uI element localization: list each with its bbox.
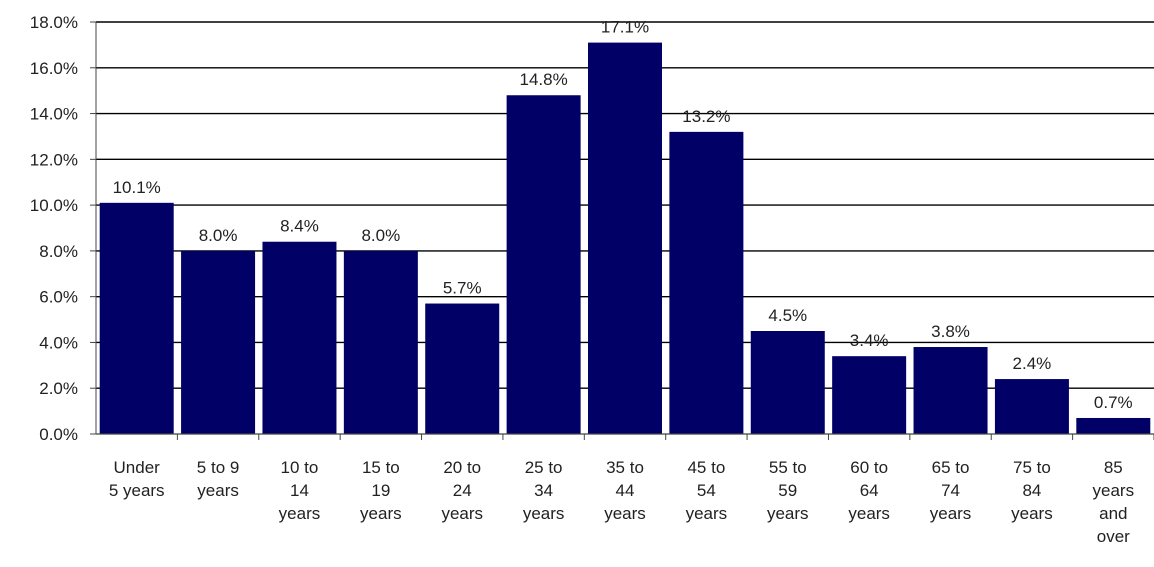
data-label: 4.5% — [768, 306, 807, 325]
bar — [343, 250, 418, 434]
x-category-label: years — [1093, 481, 1135, 500]
x-category-label: 74 — [941, 481, 960, 500]
y-tick-label: 18.0% — [30, 13, 78, 32]
bar — [506, 95, 581, 434]
x-category-label: 19 — [371, 481, 390, 500]
x-category-label: 84 — [1022, 481, 1041, 500]
bar — [262, 241, 337, 434]
y-tick-label: 2.0% — [39, 379, 78, 398]
data-label: 8.4% — [280, 217, 319, 236]
x-category-label: years — [441, 504, 483, 523]
data-label: 5.7% — [443, 279, 482, 298]
x-category-label: Under — [114, 458, 161, 477]
data-label: 3.8% — [931, 322, 970, 341]
x-category-label: years — [360, 504, 402, 523]
x-category-label: 25 to — [525, 458, 563, 477]
y-tick-label: 14.0% — [30, 105, 78, 124]
x-category-label: 60 to — [850, 458, 888, 477]
bar — [99, 202, 174, 434]
x-category-label: years — [1011, 504, 1053, 523]
bar — [994, 379, 1069, 434]
x-category-label: 5 years — [109, 481, 165, 500]
x-category-label: 85 — [1104, 458, 1123, 477]
data-label: 13.2% — [682, 107, 730, 126]
y-tick-label: 16.0% — [30, 59, 78, 78]
bar — [669, 131, 744, 434]
x-category-label: 45 to — [687, 458, 725, 477]
x-category-label: over — [1097, 527, 1130, 546]
bar — [832, 356, 907, 434]
x-category-label: 75 to — [1013, 458, 1051, 477]
x-category-label: years — [604, 504, 646, 523]
x-category-label: 14 — [290, 481, 309, 500]
x-category-label: 44 — [616, 481, 635, 500]
data-label: 0.7% — [1094, 393, 1133, 412]
x-category-label: 64 — [860, 481, 879, 500]
x-category-label: years — [930, 504, 972, 523]
y-tick-label: 6.0% — [39, 288, 78, 307]
x-category-label: 20 to — [443, 458, 481, 477]
y-tick-label: 4.0% — [39, 333, 78, 352]
x-category-label: years — [197, 481, 239, 500]
x-category-label: years — [686, 504, 728, 523]
bar — [1076, 417, 1151, 434]
x-category-label: 24 — [453, 481, 472, 500]
data-label: 3.4% — [850, 331, 889, 350]
data-label: 10.1% — [113, 178, 161, 197]
x-category-label: 59 — [778, 481, 797, 500]
x-category-label: years — [767, 504, 809, 523]
bar — [181, 250, 256, 434]
x-category-label: years — [279, 504, 321, 523]
data-label: 2.4% — [1013, 354, 1052, 373]
data-label: 14.8% — [520, 70, 568, 89]
y-tick-label: 12.0% — [30, 150, 78, 169]
y-tick-label: 10.0% — [30, 196, 78, 215]
data-label: 8.0% — [361, 226, 400, 245]
x-category-label: 35 to — [606, 458, 644, 477]
y-tick-label: 0.0% — [39, 425, 78, 444]
data-label: 17.1% — [601, 18, 649, 37]
x-category-label: years — [848, 504, 890, 523]
bar — [750, 331, 825, 434]
x-category-label: 15 to — [362, 458, 400, 477]
x-category-label: 65 to — [932, 458, 970, 477]
bar — [913, 347, 988, 434]
x-category-label: 54 — [697, 481, 716, 500]
bar — [425, 303, 500, 434]
x-category-label: 10 to — [281, 458, 319, 477]
bar — [588, 42, 662, 434]
x-category-label: 55 to — [769, 458, 807, 477]
data-label: 8.0% — [199, 226, 238, 245]
x-category-label: years — [523, 504, 565, 523]
x-category-label: 5 to 9 — [197, 458, 240, 477]
x-category-label: and — [1099, 504, 1127, 523]
y-tick-label: 8.0% — [39, 242, 78, 261]
x-category-label: 34 — [534, 481, 553, 500]
